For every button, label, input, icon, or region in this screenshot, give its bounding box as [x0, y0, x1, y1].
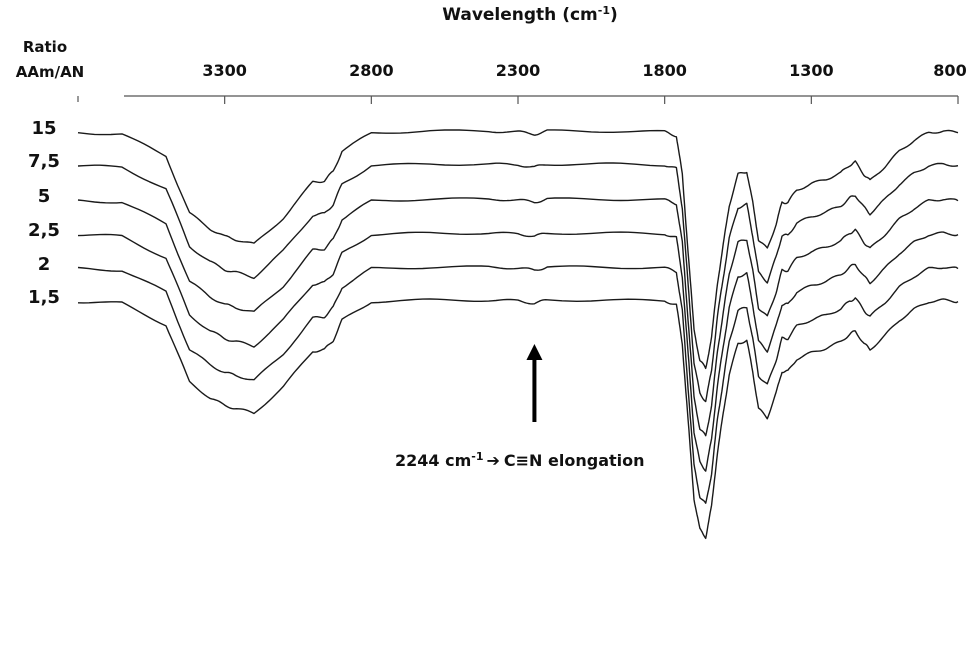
- annotation-text: 2244 cm-1 ➔ C≡N elongation: [395, 450, 645, 470]
- annotation-wavenumber: 2244 cm: [395, 451, 471, 470]
- x-axis-title-sup: -1: [598, 4, 610, 17]
- x-tick-label: 2800: [349, 61, 394, 80]
- series-labels: 15 7,5 5 2,5 2 1,5: [28, 118, 60, 308]
- series-label-1-5: 1,5: [28, 287, 60, 308]
- series-label-15: 15: [31, 118, 56, 139]
- annotation-label: C≡N elongation: [504, 451, 645, 470]
- x-axis-title-main: Wavelength (cm: [442, 5, 598, 25]
- legend-title-line2: AAm/AN: [16, 63, 85, 81]
- series-group: [77, 129, 959, 540]
- x-axis-title: Wavelength (cm-1): [442, 4, 618, 25]
- x-axis-ticks: 3300 2800 2300 1800 1300 800: [202, 61, 967, 104]
- series-line-1-5: [77, 298, 959, 540]
- x-tick-label: 1300: [789, 61, 834, 80]
- annotation-sup: -1: [471, 450, 483, 463]
- annotation-arrow-icon: ➔: [487, 451, 500, 470]
- series-line-15: [77, 129, 959, 370]
- series-label-7-5: 7,5: [28, 151, 60, 172]
- series-label-5: 5: [38, 186, 51, 207]
- series-line-5: [77, 197, 959, 437]
- x-tick-label: 1800: [642, 61, 687, 80]
- series-line-7-5: [77, 162, 959, 403]
- annotation: 2244 cm-1 ➔ C≡N elongation: [395, 344, 645, 470]
- x-tick-label: 800: [933, 61, 966, 80]
- x-tick-label: 3300: [202, 61, 247, 80]
- x-tick-label: 2300: [496, 61, 541, 80]
- legend-title-line1: Ratio: [23, 38, 67, 56]
- series-label-2: 2: [38, 254, 51, 275]
- series-line-2: [77, 265, 959, 504]
- x-axis-title-close: ): [610, 5, 618, 25]
- annotation-arrow-head: [526, 344, 543, 360]
- series-label-2-5: 2,5: [28, 220, 60, 241]
- series-line-2-5: [77, 231, 959, 472]
